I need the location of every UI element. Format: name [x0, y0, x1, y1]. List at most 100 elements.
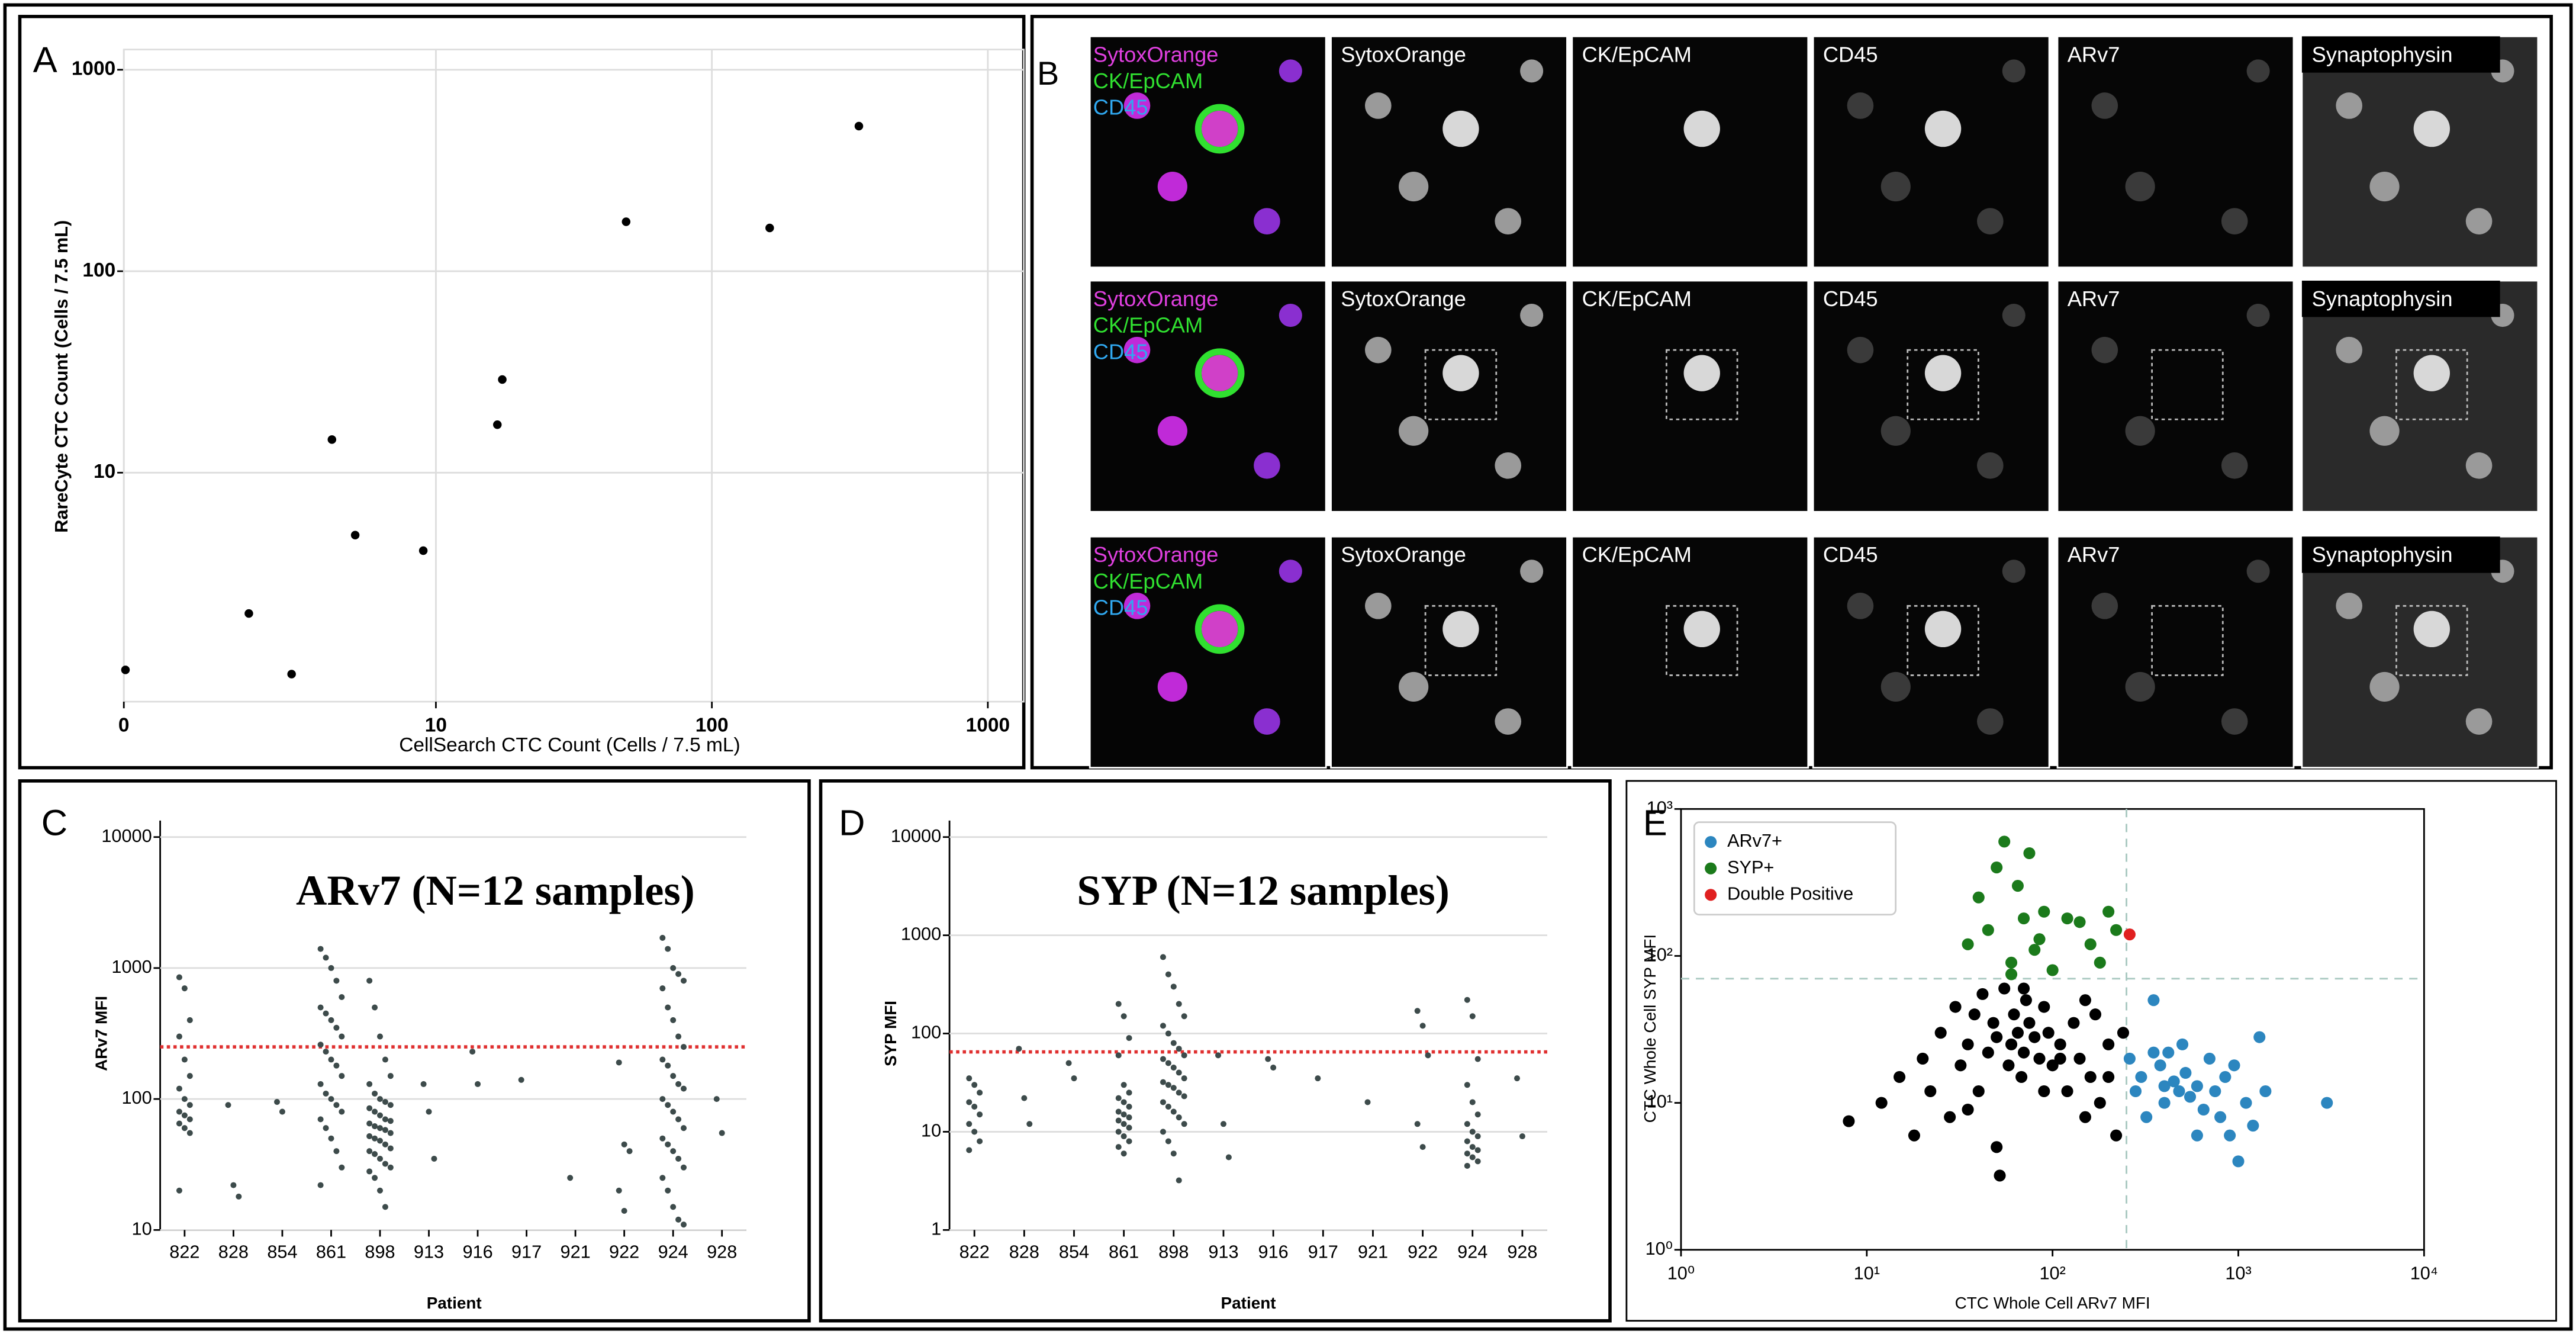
cell-blob: [2336, 336, 2363, 364]
cell-blob: [1977, 208, 2004, 234]
data-point: [176, 974, 182, 981]
cell-blob: [1847, 336, 1874, 364]
cell-blob: [1201, 355, 1238, 391]
data-point: [366, 1133, 373, 1139]
channel-label: SytoxOrange: [1093, 287, 1219, 311]
data-point: [1474, 1111, 1481, 1118]
data-point: [181, 1125, 188, 1132]
x-axis-label: CellSearch CTC Count (Cells / 7.5 mL): [399, 734, 740, 756]
data-point: [1991, 1031, 2003, 1043]
roi-box: [1907, 349, 1979, 420]
data-point: [181, 985, 188, 992]
channel-label: Synaptophysin: [2312, 42, 2453, 66]
channel-label: ARv7: [2068, 287, 2120, 311]
data-point: [670, 1017, 677, 1023]
roi-box: [2395, 349, 2468, 420]
y-tick-label: 10¹: [1647, 1092, 1673, 1112]
data-point: [1469, 1129, 1476, 1135]
data-point: [966, 1075, 973, 1082]
data-point: [1954, 1059, 1967, 1072]
data-point: [2214, 1111, 2227, 1123]
data-point: [1425, 1052, 1431, 1059]
data-point: [1464, 1138, 1470, 1145]
data-point: [2054, 1052, 2066, 1065]
data-point: [420, 1081, 427, 1087]
data-point: [2158, 1080, 2171, 1092]
data-point: [1115, 1108, 1122, 1115]
data-point: [2028, 944, 2041, 956]
legend-box: [1693, 821, 1897, 916]
roi-box: [1907, 605, 1979, 676]
data-point: [2140, 1111, 2153, 1123]
cell-blob: [2221, 708, 2248, 735]
data-point: [1181, 1013, 1187, 1020]
x-tick-label: 10²: [2039, 1264, 2065, 1284]
data-point: [977, 1111, 983, 1118]
data-point: [376, 1096, 384, 1102]
data-point: [675, 1216, 682, 1223]
data-point: [493, 420, 502, 429]
data-point: [376, 1112, 384, 1118]
data-point: [1120, 1082, 1127, 1088]
data-point: [2110, 1129, 2123, 1142]
data-point: [1474, 1133, 1481, 1140]
data-point: [2084, 938, 2097, 950]
data-point: [681, 1044, 687, 1050]
data-point: [1962, 1038, 1974, 1050]
data-point: [1126, 1035, 1132, 1042]
data-point: [1165, 1138, 1171, 1145]
data-point: [181, 1112, 188, 1118]
data-point: [971, 1129, 978, 1135]
data-point: [2094, 956, 2106, 969]
data-point: [1976, 988, 1989, 1000]
data-point: [2073, 916, 2086, 928]
data-point: [1998, 982, 2011, 995]
x-tick-label: 0: [118, 715, 130, 737]
data-point: [681, 1222, 687, 1228]
data-point: [1419, 1144, 1426, 1150]
cell-blob: [2246, 304, 2270, 327]
data-point: [2079, 994, 2091, 1007]
x-tick-label: 924: [1457, 1242, 1487, 1262]
data-point: [1165, 1082, 1171, 1088]
y-tick-label: 1000: [72, 58, 115, 80]
data-point: [626, 1148, 633, 1155]
data-point: [366, 1105, 373, 1111]
data-point: [376, 1125, 384, 1132]
cell-blob: [1157, 671, 1187, 702]
data-point: [372, 1175, 378, 1181]
cell-blob: [1881, 171, 1911, 202]
x-tick-label: 861: [1109, 1242, 1139, 1262]
data-point: [2017, 982, 2030, 995]
cell-blob: [2002, 304, 2026, 327]
legend-label: SYP+: [1727, 857, 1774, 877]
data-point: [1115, 1052, 1122, 1059]
data-point: [2162, 1046, 2175, 1059]
data-point: [327, 435, 337, 444]
x-tick-label: 917: [1308, 1242, 1338, 1262]
data-point: [176, 1108, 182, 1115]
data-point: [2219, 1071, 2232, 1083]
cell-blob: [1520, 304, 1544, 327]
cell-blob: [1254, 708, 1280, 735]
x-tick-label: 921: [561, 1242, 591, 1262]
data-point: [2247, 1120, 2259, 1132]
data-point: [333, 1024, 340, 1031]
data-point: [236, 1193, 242, 1200]
cell-blob: [1279, 560, 1302, 583]
data-point: [1414, 1008, 1421, 1014]
data-point: [681, 1085, 687, 1092]
y-tick-label: 10²: [1647, 945, 1673, 965]
data-point: [665, 1004, 671, 1011]
data-point: [1972, 891, 1985, 904]
channel-label: CD45: [1093, 595, 1148, 619]
data-point: [1126, 1104, 1132, 1110]
data-point: [1998, 835, 2011, 848]
image-cell: [1571, 35, 1809, 269]
y-tick-label: 100: [121, 1088, 152, 1108]
data-point: [279, 1108, 285, 1115]
data-point: [1126, 1089, 1132, 1096]
data-point: [2033, 1052, 2046, 1065]
channel-label: Synaptophysin: [2312, 542, 2453, 567]
